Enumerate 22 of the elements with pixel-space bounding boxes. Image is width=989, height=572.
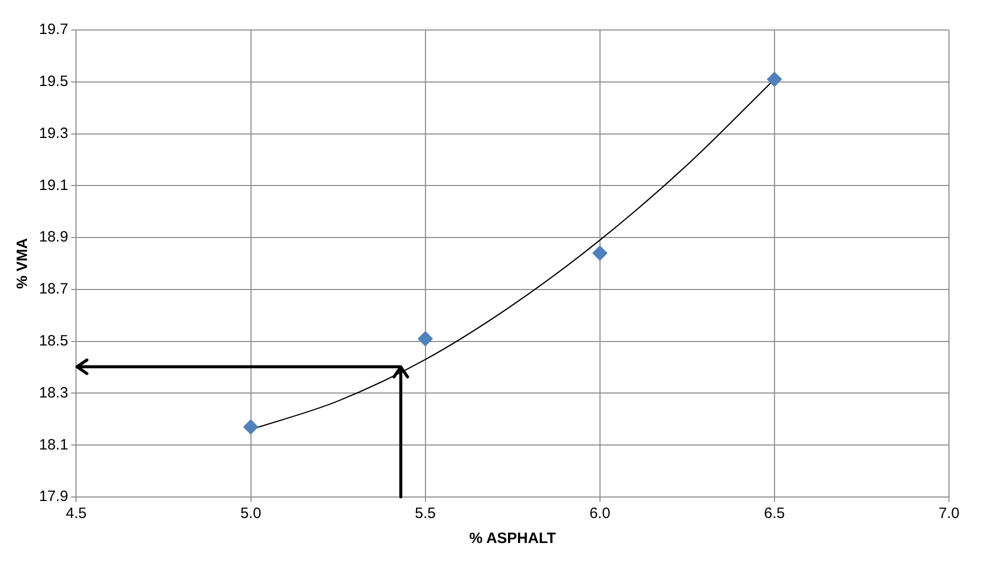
y-tick-label: 18.1 bbox=[38, 436, 68, 454]
point bbox=[418, 331, 433, 346]
x-tick-label: 5.0 bbox=[240, 505, 262, 522]
x-tick-label: 7.0 bbox=[938, 505, 960, 522]
y-axis-title: % VMA bbox=[14, 238, 32, 289]
point bbox=[243, 419, 258, 434]
y-tick-label: 19.1 bbox=[38, 176, 68, 194]
x-tick-label: 6.5 bbox=[764, 505, 785, 522]
y-tick-label: 19.5 bbox=[38, 73, 68, 90]
point bbox=[766, 72, 782, 87]
y-tick-label: 18.3 bbox=[38, 384, 68, 402]
x-axis-title: % ASPHALT bbox=[469, 530, 556, 548]
y-tick-label: 19.3 bbox=[38, 124, 68, 142]
y-tick-label: 18.9 bbox=[38, 228, 68, 246]
x-tick-label: 4.5 bbox=[66, 505, 87, 522]
y-tick-label: 18.5 bbox=[38, 332, 68, 350]
x-tick-label: 6.0 bbox=[589, 505, 610, 522]
point bbox=[592, 246, 608, 261]
y-tick-label: 17.9 bbox=[38, 488, 68, 506]
y-tick-label: 19.7 bbox=[38, 21, 68, 38]
x-tick-label: 5.5 bbox=[414, 505, 436, 522]
y-tick-label: 18.7 bbox=[38, 280, 68, 298]
